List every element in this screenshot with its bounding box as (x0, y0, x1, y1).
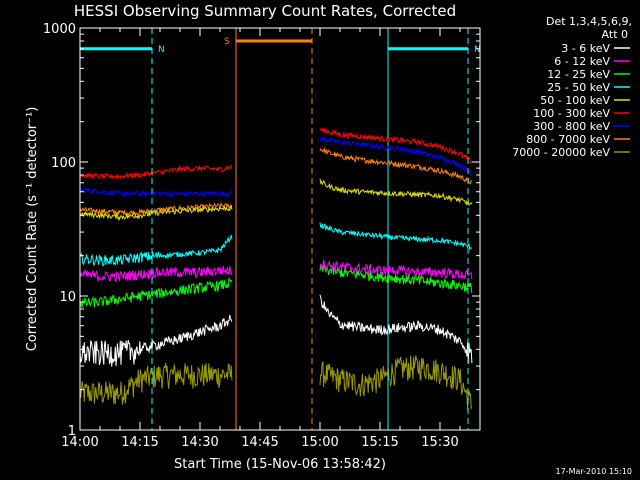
x-tick-label: 14:30 (181, 435, 218, 450)
series-line (79, 204, 233, 221)
footer-timestamp: 17-Mar-2010 15:10 (556, 467, 633, 476)
x-tick-label: 15:00 (301, 435, 338, 450)
x-tick-label: 14:00 (61, 435, 98, 450)
legend-entry-label: 7000 - 20000 keV (512, 146, 610, 159)
legend-entry-label: 100 - 300 keV (533, 107, 610, 120)
series-line (319, 294, 473, 364)
legend-entry-label: 6 - 12 keV (554, 55, 610, 68)
flag-label: N (474, 45, 481, 55)
y-tick-label: 1 (68, 424, 76, 439)
series-layer (79, 126, 473, 411)
x-tick-label: 15:30 (421, 435, 458, 450)
legend-entry-label: 800 - 7000 keV (526, 133, 610, 146)
series-line (319, 264, 473, 294)
legend-entry-label: 3 - 6 keV (561, 42, 610, 55)
series-line (319, 259, 473, 280)
series-line (79, 265, 233, 284)
legend-entry-label: 50 - 100 keV (540, 94, 610, 107)
y-tick-label: 100 (51, 156, 76, 171)
series-line (319, 178, 473, 207)
x-axis-label: Start Time (15-Nov-06 13:58:42) (174, 457, 386, 472)
annotation-layer: N NS (80, 28, 481, 430)
legend-entry-label: 25 - 50 keV (547, 81, 610, 94)
series-line (79, 164, 233, 181)
series-line (319, 126, 473, 164)
series-line (79, 314, 233, 367)
legend-header-line-1: Det 1,3,4,5,6,9, (546, 15, 632, 28)
series-line (319, 222, 472, 251)
series-line (319, 146, 473, 185)
x-tick-label: 15:15 (361, 435, 398, 450)
series-line (79, 277, 233, 308)
series-line (319, 355, 473, 411)
chart-title: HESSI Observing Summary Count Rates, Cor… (74, 2, 456, 20)
legend-entry-label: 12 - 25 keV (547, 68, 610, 81)
flag-label: N (158, 45, 165, 55)
y-axis-label: Corrected Count Rate (s⁻¹ detector⁻¹) (25, 107, 40, 352)
legend-entry-label: 300 - 800 keV (533, 120, 610, 133)
legend-header-line-2: Att 0 (602, 28, 628, 41)
x-tick-label: 14:45 (241, 435, 278, 450)
series-line (79, 362, 233, 405)
axes-layer: 14:00 14:15 14:30 14:45 15:00 15:15 15:30 1 10 10… (43, 22, 480, 450)
series-line (319, 135, 473, 177)
series-line (79, 235, 233, 267)
y-tick-label: 1000 (43, 22, 76, 37)
flag-label: S (224, 37, 230, 47)
y-tick-label: 10 (59, 290, 76, 305)
x-tick-label: 14:15 (121, 435, 158, 450)
series-line (79, 187, 233, 199)
